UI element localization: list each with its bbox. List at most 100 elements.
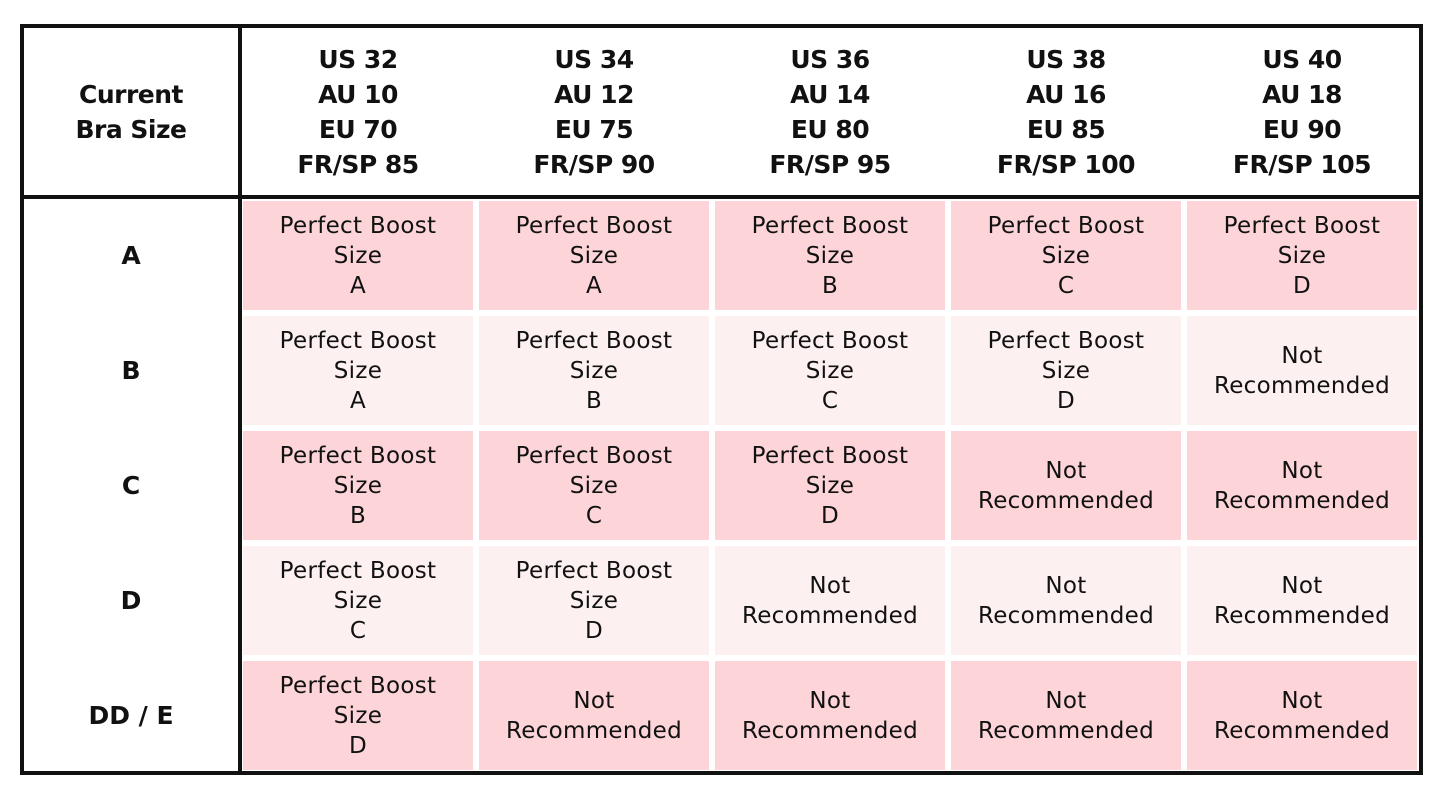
- text-line: Recommended: [1213, 487, 1390, 514]
- label-divider: [238, 24, 242, 775]
- text-line: C: [349, 617, 367, 644]
- text-line: Not: [573, 687, 615, 714]
- text-line: A: [585, 272, 603, 299]
- text-line: D: [348, 732, 367, 759]
- table-cell: Perfect Boost Size A: [479, 201, 709, 310]
- text-line: US 40: [1262, 44, 1342, 74]
- text-line: A: [349, 387, 367, 414]
- table-cell: Not Recommended: [479, 661, 709, 770]
- table-cell: Perfect Boost Size B: [243, 431, 473, 540]
- row-label: C: [121, 471, 141, 500]
- text-line: Size: [1277, 242, 1327, 269]
- header-divider: [20, 195, 1423, 199]
- text-line: Size: [333, 472, 383, 499]
- column-header: US 32 AU 10 EU 70 FR/SP 85: [240, 28, 476, 195]
- row-label: A: [121, 241, 141, 270]
- text-line: Not: [1281, 572, 1323, 599]
- text-line: A: [349, 272, 367, 299]
- row-label: D: [120, 586, 142, 615]
- text-line: Recommended: [977, 487, 1154, 514]
- text-line: AU 18: [1262, 79, 1342, 109]
- text-line: Not: [1281, 342, 1323, 369]
- text-line: Perfect Boost: [751, 442, 909, 469]
- text-line: Size: [1041, 357, 1091, 384]
- text-line: C: [585, 502, 603, 529]
- text-line: Perfect Boost: [515, 327, 673, 354]
- table-cell: Perfect Boost Size A: [243, 316, 473, 425]
- table-cell: Not Recommended: [1187, 431, 1417, 540]
- column-header: US 34 AU 12 EU 75 FR/SP 90: [476, 28, 712, 195]
- row-label: DD / E: [88, 701, 174, 730]
- text-line: Current: [78, 79, 184, 109]
- text-line: Size: [805, 472, 855, 499]
- text-line: Perfect Boost: [279, 327, 437, 354]
- table-cell: Perfect Boost Size D: [715, 431, 945, 540]
- table-cell: Perfect Boost Size D: [243, 661, 473, 770]
- table-cell: Perfect Boost Size C: [243, 546, 473, 655]
- text-line: Size: [333, 242, 383, 269]
- text-line: Recommended: [1213, 602, 1390, 629]
- text-line: Perfect Boost: [751, 212, 909, 239]
- table-cell: Not Recommended: [1187, 316, 1417, 425]
- column-header: US 40 AU 18 EU 90 FR/SP 105: [1184, 28, 1420, 195]
- text-line: EU 90: [1262, 114, 1342, 144]
- text-line: Size: [805, 357, 855, 384]
- text-line: Not: [1281, 457, 1323, 484]
- table-cell: Not Recommended: [715, 661, 945, 770]
- table-cell: Not Recommended: [715, 546, 945, 655]
- text-line: D: [1056, 387, 1075, 414]
- text-line: US 38: [1026, 44, 1106, 74]
- text-line: Perfect Boost: [987, 212, 1145, 239]
- text-line: Not: [1045, 572, 1087, 599]
- text-line: Not: [1045, 457, 1087, 484]
- column-header: US 38 AU 16 EU 85 FR/SP 100: [948, 28, 1184, 195]
- table-cell: Perfect Boost Size D: [479, 546, 709, 655]
- text-line: EU 85: [1026, 114, 1106, 144]
- table-cell: Not Recommended: [951, 661, 1181, 770]
- text-line: AU 16: [1026, 79, 1106, 109]
- table-cell: Perfect Boost Size B: [479, 316, 709, 425]
- table-cell: Perfect Boost Size B: [715, 201, 945, 310]
- text-line: Not: [1281, 687, 1323, 714]
- text-line: Recommended: [1213, 717, 1390, 744]
- text-line: EU 80: [790, 114, 870, 144]
- text-line: Size: [569, 472, 619, 499]
- text-line: Recommended: [977, 602, 1154, 629]
- text-line: D: [820, 502, 839, 529]
- table-frame: [20, 24, 1423, 775]
- text-line: C: [1057, 272, 1075, 299]
- text-line: Recommended: [741, 717, 918, 744]
- text-line: Perfect Boost: [279, 672, 437, 699]
- table-cell: Not Recommended: [1187, 546, 1417, 655]
- table-cell: Not Recommended: [951, 431, 1181, 540]
- text-line: Recommended: [1213, 372, 1390, 399]
- text-line: Bra Size: [75, 114, 187, 144]
- text-line: Not: [809, 687, 851, 714]
- text-line: Perfect Boost: [515, 212, 673, 239]
- table-cell: Perfect Boost Size C: [951, 201, 1181, 310]
- table-cell: Not Recommended: [1187, 661, 1417, 770]
- text-line: EU 75: [554, 114, 634, 144]
- text-line: C: [821, 387, 839, 414]
- text-line: AU 10: [318, 79, 398, 109]
- text-line: FR/SP 100: [996, 149, 1136, 179]
- text-line: Size: [333, 357, 383, 384]
- text-line: AU 12: [554, 79, 634, 109]
- table-cell: Perfect Boost Size C: [715, 316, 945, 425]
- text-line: Size: [333, 702, 383, 729]
- text-line: Recommended: [977, 717, 1154, 744]
- text-line: Size: [333, 587, 383, 614]
- table-cell: Perfect Boost Size C: [479, 431, 709, 540]
- text-line: D: [1292, 272, 1311, 299]
- text-line: US 34: [554, 44, 634, 74]
- column-header: US 36 AU 14 EU 80 FR/SP 95: [712, 28, 948, 195]
- corner-header: Current Bra Size: [24, 28, 238, 195]
- text-line: Perfect Boost: [515, 557, 673, 584]
- text-line: Size: [569, 587, 619, 614]
- text-line: Recommended: [741, 602, 918, 629]
- text-line: B: [349, 502, 367, 529]
- text-line: Perfect Boost: [279, 557, 437, 584]
- text-line: FR/SP 85: [297, 149, 419, 179]
- text-line: FR/SP 105: [1232, 149, 1372, 179]
